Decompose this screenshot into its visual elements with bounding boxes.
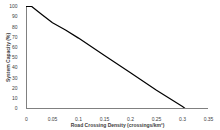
svg-text:100: 100 [9,3,18,9]
svg-text:0: 0 [25,116,28,122]
svg-text:60: 60 [12,44,18,50]
svg-text:0.3: 0.3 [179,116,186,122]
svg-text:40: 40 [12,64,18,70]
svg-text:90: 90 [12,13,18,19]
svg-text:Road Crossing Density (crossin: Road Crossing Density (crossings/km²) [71,122,165,128]
svg-text:System Capacity (%): System Capacity (%) [5,33,11,83]
svg-text:0: 0 [15,105,18,111]
svg-text:30: 30 [12,75,18,81]
svg-text:70: 70 [12,34,18,40]
svg-text:0.1: 0.1 [75,116,82,123]
svg-text:50: 50 [12,54,18,60]
svg-text:0.35: 0.35 [204,116,214,122]
svg-text:80: 80 [12,24,18,30]
svg-text:10: 10 [12,95,18,101]
svg-text:0.15: 0.15 [99,116,110,123]
svg-text:0.2: 0.2 [127,116,134,123]
svg-text:20: 20 [12,85,18,91]
svg-text:0.05: 0.05 [48,116,58,122]
svg-text:0.25: 0.25 [151,116,162,123]
